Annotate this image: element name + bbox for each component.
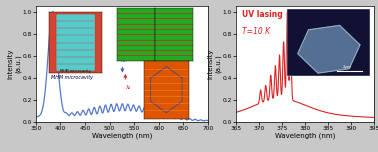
Text: λ₁: λ₁ xyxy=(121,58,126,63)
Text: MHM microcavity: MHM microcavity xyxy=(60,69,91,73)
Y-axis label: Intensity
(a.u.): Intensity (a.u.) xyxy=(8,49,21,79)
Text: 2μm: 2μm xyxy=(343,65,352,69)
Text: λ₂: λ₂ xyxy=(126,85,132,90)
Text: T=10 K: T=10 K xyxy=(242,27,270,36)
X-axis label: Wavelength (nm): Wavelength (nm) xyxy=(275,132,335,139)
Text: MHM microcavity: MHM microcavity xyxy=(51,75,93,80)
Text: UV lasing: UV lasing xyxy=(242,10,282,19)
X-axis label: Wavelength (nm): Wavelength (nm) xyxy=(92,132,152,139)
Polygon shape xyxy=(298,25,360,73)
FancyBboxPatch shape xyxy=(56,14,95,71)
Y-axis label: Intensity
(a.u.): Intensity (a.u.) xyxy=(208,49,222,79)
